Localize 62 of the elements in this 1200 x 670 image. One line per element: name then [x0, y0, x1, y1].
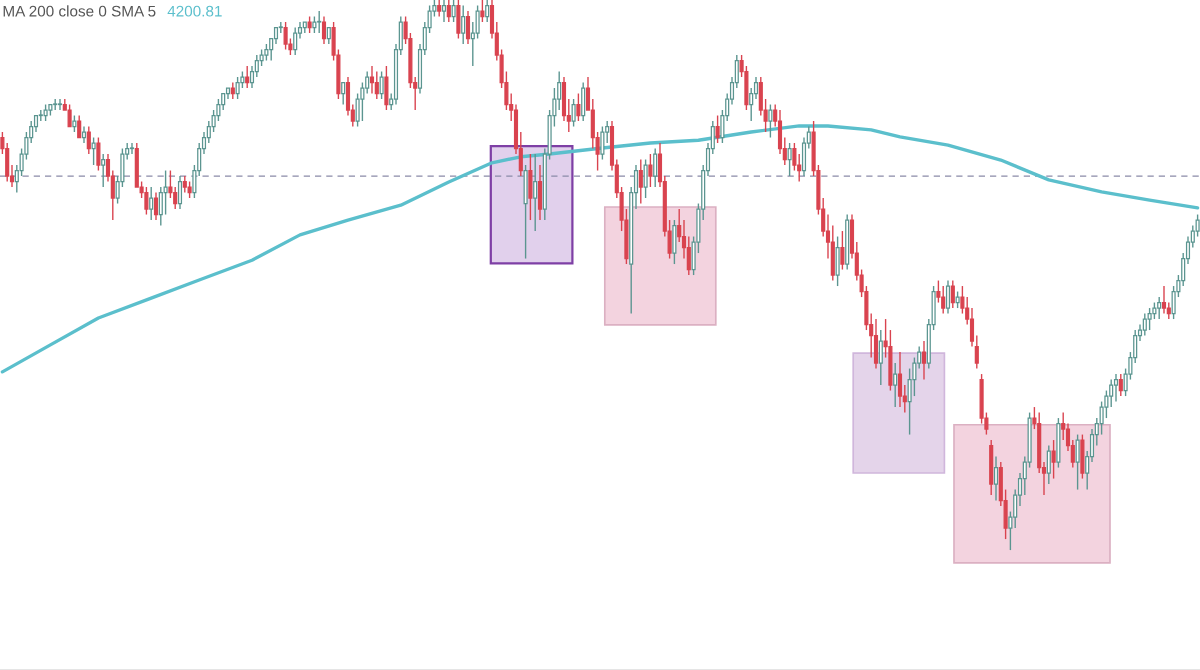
candlestick: [715, 114, 720, 144]
candlestick: [787, 142, 792, 177]
candlestick: [1075, 433, 1080, 491]
candlestick: [101, 153, 106, 188]
candlestick: [321, 15, 327, 45]
candlestick: [643, 158, 648, 199]
candlestick: [153, 191, 159, 221]
candlestick: [768, 103, 773, 139]
candlestick: [974, 334, 979, 370]
candlestick: [369, 65, 375, 95]
candlestick: [57, 98, 63, 111]
candlestick: [576, 92, 581, 122]
candlestick: [341, 81, 346, 106]
candlestick: [993, 455, 999, 502]
candlestick: [653, 147, 658, 188]
candlestick: [446, 0, 451, 23]
candlestick: [921, 340, 927, 381]
chart-title: MA 200 close 0 SMA 5: [3, 5, 156, 17]
candlestick: [686, 235, 691, 276]
candlestick: [969, 307, 975, 348]
candlestick: [374, 70, 379, 100]
candlestick: [441, 0, 447, 23]
candlestick: [235, 76, 240, 100]
annotation: 4200.81: [167, 5, 222, 17]
candlestick: [96, 136, 101, 172]
candlestick: [480, 0, 485, 23]
candlestick: [177, 175, 183, 210]
candlestick: [475, 4, 480, 40]
candlestick: [1147, 307, 1152, 331]
candlestick: [67, 103, 72, 128]
candlestick: [950, 279, 955, 309]
candlestick: [379, 70, 384, 100]
candlestick: [878, 329, 883, 386]
candlestick: [86, 125, 91, 155]
candlestick: [1118, 373, 1123, 397]
candlestick: [129, 142, 135, 155]
candlestick: [451, 0, 456, 23]
candlestick: [283, 21, 288, 51]
candlestick: [1046, 444, 1051, 485]
candlestick: [840, 230, 845, 271]
candlestick: [571, 98, 576, 128]
candlestick: [461, 4, 466, 45]
candlestick: [163, 169, 168, 216]
candlestick: [91, 136, 96, 166]
candlestick: [648, 153, 653, 188]
candlestick: [600, 125, 605, 161]
candlestick: [77, 114, 82, 139]
candlestick: [792, 142, 797, 172]
candlestick: [893, 362, 898, 408]
candlestick: [293, 26, 298, 56]
candlestick: [485, 0, 490, 23]
candlestick: [897, 351, 903, 408]
candlestick: [149, 186, 154, 221]
candlestick: [1051, 439, 1056, 480]
candlestick: [465, 10, 471, 45]
candlestick: [945, 279, 951, 315]
candlestick: [1113, 373, 1119, 403]
candlestick: [144, 186, 149, 216]
candlestick: [1161, 285, 1167, 315]
candlestick: [245, 65, 250, 89]
candlestick: [638, 158, 643, 205]
candlestick: [533, 153, 538, 232]
